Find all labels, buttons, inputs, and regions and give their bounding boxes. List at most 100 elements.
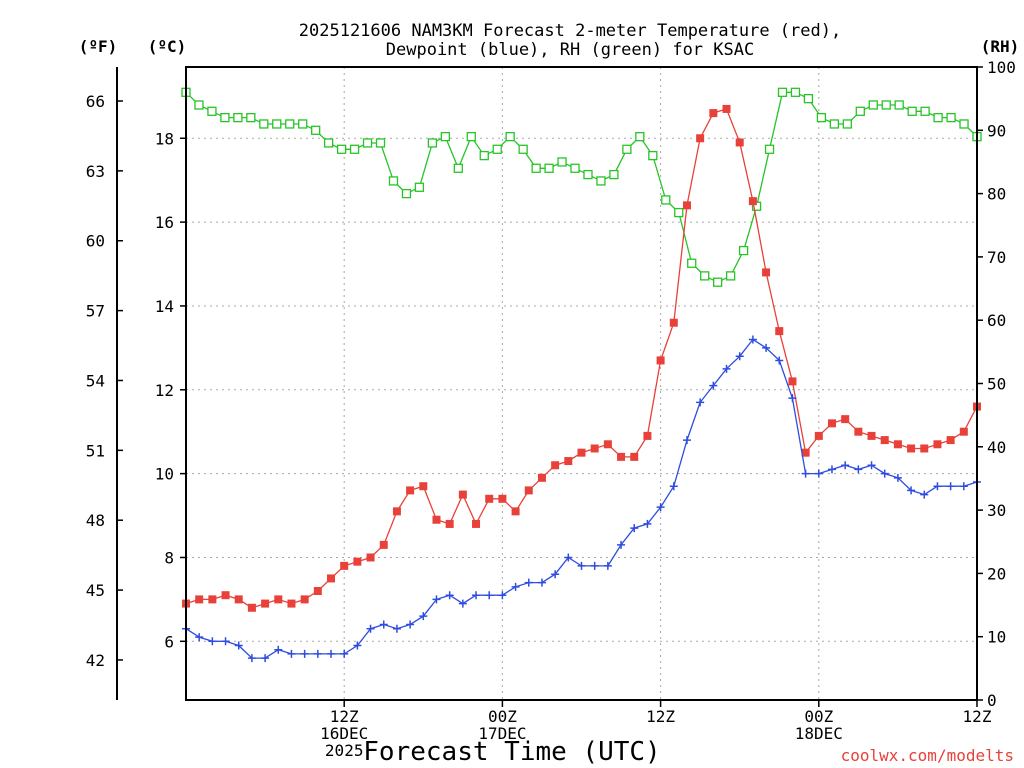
rh-point	[272, 119, 282, 129]
temperature-point	[656, 356, 665, 365]
temperature-point	[933, 440, 942, 449]
rh-point	[946, 112, 956, 123]
rh-point	[868, 100, 878, 110]
fahrenheit-tick-label: 57	[86, 302, 105, 321]
rh-point	[401, 188, 412, 199]
temperature-point	[234, 595, 243, 604]
temperature-point	[775, 327, 784, 336]
dewpoint-point	[907, 486, 916, 495]
rh-point	[323, 138, 334, 148]
rh-point	[764, 144, 775, 154]
dewpoint-point	[603, 561, 612, 570]
dewpoint-point	[841, 461, 850, 470]
temperature-point	[274, 595, 283, 604]
dewpoint-point	[537, 578, 546, 587]
dewpoint-point	[300, 649, 309, 658]
rh-point	[505, 131, 515, 142]
dewpoint-point	[590, 561, 599, 570]
series-layer	[181, 87, 982, 663]
temperature-point	[946, 436, 955, 445]
temperature-point	[287, 599, 296, 608]
dewpoint-point	[432, 595, 441, 604]
dewpoint-point	[472, 591, 481, 600]
dewpoint-point	[814, 469, 823, 478]
rh-point	[375, 138, 386, 148]
plot-frame	[185, 66, 978, 701]
temperature-point	[498, 494, 507, 503]
rh-tick-label: 10	[987, 628, 1006, 647]
temperature-point	[524, 486, 533, 495]
dewpoint-point	[933, 482, 942, 491]
dewpoint-point	[221, 637, 230, 646]
dewpoint-point	[340, 649, 349, 658]
temperature-point	[959, 427, 968, 436]
time-tick-label: 18DEC	[795, 724, 843, 743]
rh-point	[674, 207, 684, 218]
temperature-point	[537, 473, 546, 482]
temperature-point	[551, 461, 560, 470]
dewpoint-point	[524, 578, 533, 587]
rh-point	[285, 119, 295, 129]
celsius-tick-label: 6	[164, 632, 174, 651]
dewpoint-point	[920, 490, 929, 499]
rh-point	[907, 106, 917, 116]
rh-point	[388, 176, 399, 186]
rh-point	[596, 176, 606, 186]
time-tick-label: 12Z	[330, 707, 359, 726]
temperature-point	[682, 201, 691, 210]
fahrenheit-tick-label: 51	[86, 441, 105, 460]
series-line-temperature	[185, 108, 978, 609]
temperature-point	[472, 519, 481, 528]
rh-point	[635, 131, 645, 142]
dewpoint-point	[392, 624, 401, 633]
rh-point	[959, 119, 969, 129]
fahrenheit-tick-label: 42	[86, 651, 105, 670]
dewpoint-point	[946, 482, 955, 491]
dewpoint-point	[419, 612, 428, 621]
rh-point	[713, 277, 723, 287]
temperature-point	[709, 109, 718, 118]
temperature-point	[327, 574, 336, 583]
dewpoint-point	[247, 654, 256, 663]
dewpoint-point	[379, 620, 388, 629]
fahrenheit-tick-label: 66	[86, 92, 105, 111]
rh-point	[479, 150, 489, 161]
rh-point	[349, 144, 360, 154]
dewpoint-point	[893, 473, 902, 482]
temperature-point	[261, 599, 270, 608]
dewpoint-point	[617, 540, 626, 549]
rh-point	[544, 163, 554, 173]
dewpoint-point	[353, 641, 362, 650]
temperature-point	[432, 515, 441, 524]
temperature-point	[735, 138, 744, 147]
temperature-point	[801, 448, 810, 457]
rh-point	[518, 144, 528, 154]
temperature-point	[722, 104, 731, 113]
time-tick-label: 00Z	[804, 707, 833, 726]
chart-title-line-1: 2025121606 NAM3KM Forecast 2-meter Tempe…	[299, 21, 841, 41]
rh-tick-label: 100	[987, 58, 1016, 77]
celsius-tick-label: 10	[155, 465, 174, 484]
dewpoint-point	[669, 482, 678, 491]
rh-point	[803, 94, 814, 104]
rh-tick-label: 80	[987, 185, 1006, 204]
rh-point	[777, 87, 788, 97]
temperature-point	[762, 268, 771, 277]
celsius-tick-label: 12	[155, 381, 174, 400]
dewpoint-point	[867, 461, 876, 470]
celsius-unit-label: (ºC)	[148, 37, 187, 56]
fahrenheit-tick-label: 60	[86, 232, 105, 251]
temperature-point	[379, 540, 388, 549]
rh-point	[466, 131, 476, 142]
rh-tick-label: 90	[987, 121, 1006, 140]
dewpoint-point	[406, 620, 415, 629]
dewpoint-point	[696, 398, 705, 407]
rh-point	[311, 125, 321, 135]
series-rh	[181, 87, 982, 287]
rh-point	[920, 106, 930, 116]
celsius-tick-label: 18	[155, 129, 174, 148]
rh-point	[725, 271, 736, 281]
dewpoint-point	[656, 503, 665, 512]
rh-point	[259, 119, 269, 129]
temperature-point	[208, 595, 217, 604]
